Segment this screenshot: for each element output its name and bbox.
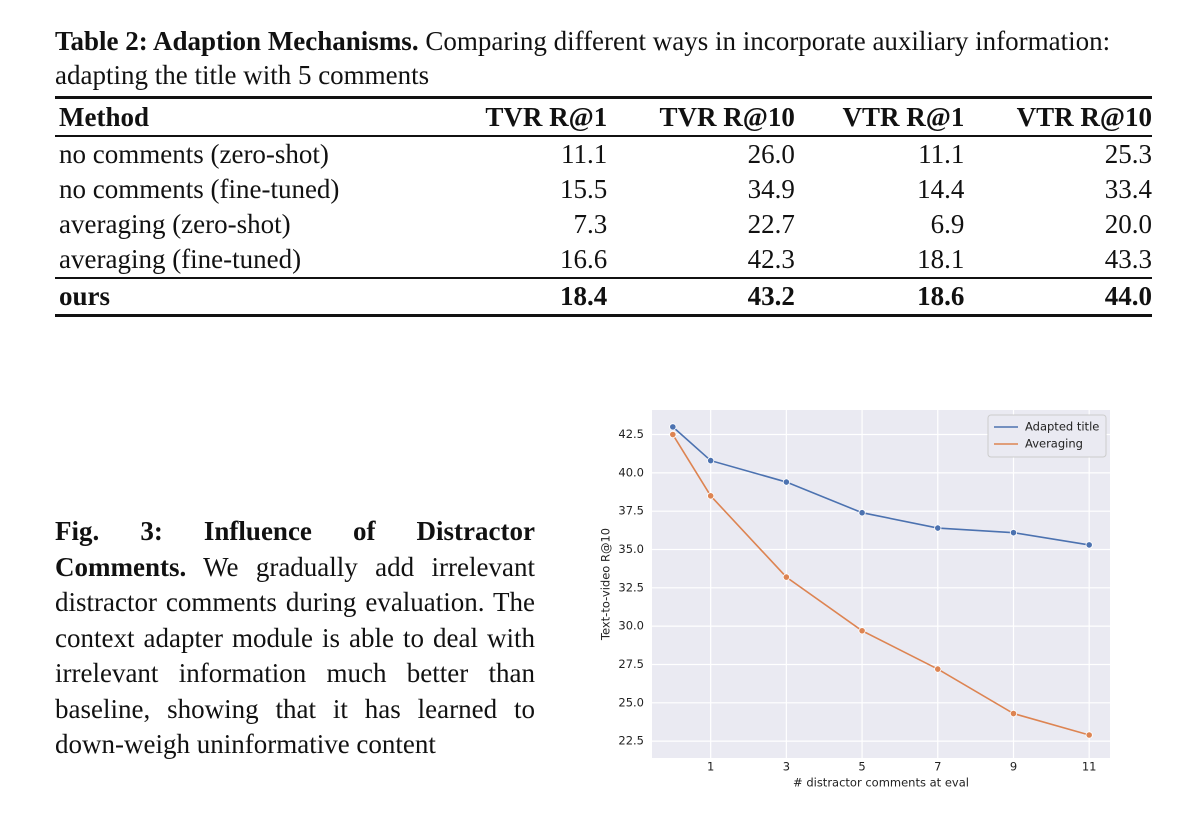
data-point — [934, 665, 942, 673]
table-cell: 14.4 — [917, 174, 965, 204]
table-cell: 25.3 — [1104, 139, 1152, 169]
data-point — [669, 423, 677, 431]
table-cell: 18.1 — [917, 244, 965, 274]
data-point — [782, 573, 790, 581]
table-cell: 15.5 — [560, 174, 608, 204]
caption-label: Table 2: Adaption Mechanisms. — [55, 26, 419, 56]
x-axis-label: # distractor comments at eval — [793, 776, 969, 790]
figure-label: Fig. 3: — [55, 516, 163, 546]
column-header: TVR R@10 — [659, 101, 795, 132]
data-point — [858, 627, 866, 635]
table-row: averaging (zero-shot) 7.3 22.7 6.9 20.0 — [55, 207, 1152, 242]
table-cell: 20.0 — [1104, 209, 1152, 239]
table-cell: 18.4 — [560, 281, 608, 311]
table-cell: no comments (fine-tuned) — [59, 174, 340, 204]
data-point — [782, 478, 790, 486]
data-point — [669, 430, 677, 439]
table-cell: ours — [59, 281, 111, 311]
table-cell: 7.3 — [573, 209, 608, 239]
results-table: Method TVR R@1 TVR R@10 VTR R@1 VTR R@10 no c… — [55, 96, 1152, 317]
y-tick-label: 42.5 — [618, 427, 644, 441]
table-cell: 33.4 — [1104, 174, 1152, 204]
x-tick-label: 5 — [858, 760, 865, 774]
table-cell: 22.7 — [747, 209, 795, 239]
table-cell: 43.3 — [1104, 244, 1152, 274]
plot-background — [652, 410, 1110, 758]
y-tick-label: 32.5 — [618, 580, 644, 594]
header-row: Method TVR R@1 TVR R@10 VTR R@1 VTR R@10 — [55, 97, 1152, 136]
table-cell: 11.1 — [561, 139, 608, 169]
x-tick-label: 11 — [1082, 760, 1097, 774]
data-point — [707, 492, 715, 500]
table-cell: 6.9 — [930, 209, 965, 239]
data-point — [934, 524, 942, 532]
table-cell: 44.0 — [1104, 281, 1152, 311]
y-tick-label: 30.0 — [618, 619, 644, 633]
x-tick-label: 9 — [1010, 760, 1017, 774]
column-header: TVR R@1 — [485, 101, 608, 132]
table-cell: averaging (fine-tuned) — [59, 244, 302, 274]
data-point — [858, 509, 866, 517]
legend-label: Averaging — [1025, 437, 1083, 451]
table-cell: 26.0 — [747, 139, 795, 169]
data-point — [1009, 529, 1018, 537]
x-tick-label: 1 — [707, 760, 714, 774]
legend-box — [987, 414, 1107, 458]
caption-text: Comparing different ways in incorporate … — [55, 26, 1111, 90]
table-cell: 34.9 — [747, 174, 795, 204]
table-cell: 16.6 — [560, 244, 608, 274]
y-tick-label: 35.0 — [618, 542, 644, 556]
table-cell: no comments (zero-shot) — [59, 139, 329, 169]
table-row: no comments (zero-shot) 11.1 26.0 11.1 25.3 — [55, 136, 1152, 172]
column-header: VTR R@1 — [842, 101, 965, 132]
column-header: VTR R@10 — [1016, 101, 1152, 132]
figure-caption: Fig. 3: Influence of Distractor Comments… — [55, 514, 535, 763]
data-point — [1009, 709, 1018, 718]
figure-text: We gradually add irrelevant distractor c… — [55, 551, 535, 760]
y-tick-label: 27.5 — [618, 657, 644, 671]
x-tick-label: 3 — [783, 760, 790, 774]
y-tick-label: 40.0 — [618, 465, 644, 479]
table-caption: Table 2: Adaption Mechanisms. Comparing … — [55, 24, 1170, 92]
table-cell: 11.1 — [918, 139, 965, 169]
column-header: Method — [59, 101, 149, 132]
table-row: averaging (fine-tuned) 16.6 42.3 18.1 43.3 — [55, 242, 1152, 278]
table-cell: 43.2 — [747, 281, 795, 311]
y-tick-label: 25.0 — [618, 695, 644, 709]
table-row: no comments (fine-tuned) 15.5 34.9 14.4 33.4 — [55, 172, 1152, 207]
x-tick-label: 7 — [934, 760, 941, 774]
data-point — [1085, 541, 1093, 549]
legend-label: Adapted title — [1025, 420, 1099, 434]
data-point — [707, 456, 715, 465]
table-row: ours 18.4 43.2 18.6 44.0 — [55, 278, 1152, 316]
figure-title: Influence of Distractor Comments. — [55, 516, 535, 582]
y-tick-label: 22.5 — [618, 734, 644, 748]
table-cell: 18.6 — [917, 281, 965, 311]
table-cell: 42.3 — [747, 244, 795, 274]
y-tick-label: 37.5 — [618, 504, 644, 518]
data-point — [1085, 731, 1093, 739]
table-cell: averaging (zero-shot) — [59, 209, 291, 239]
y-axis-label: Text-to-video R@10 — [599, 528, 613, 641]
